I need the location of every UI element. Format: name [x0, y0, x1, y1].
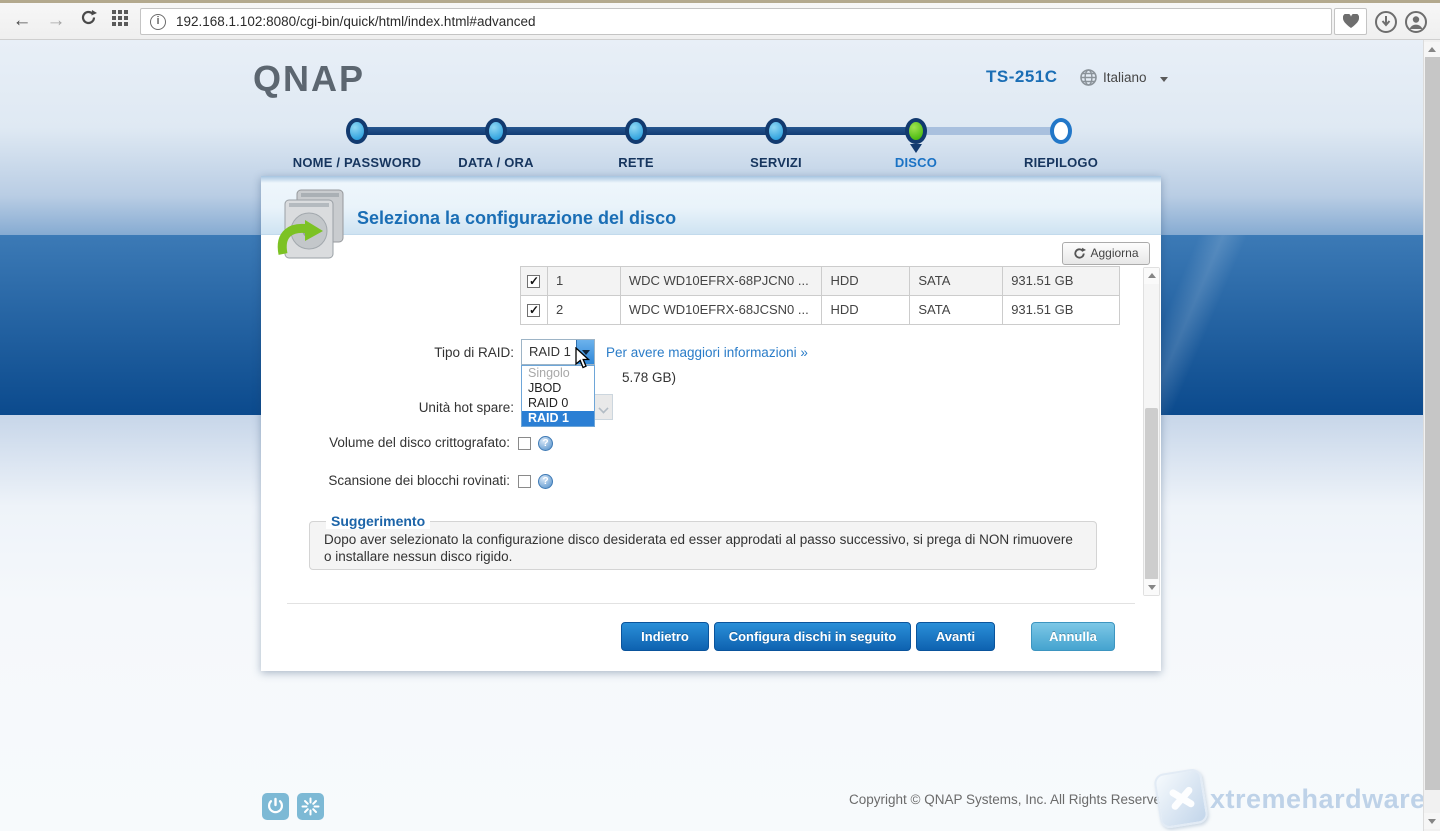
- step-label: DISCO: [894, 155, 938, 170]
- badblock-label: Scansione dei blocchi rovinati:: [328, 473, 510, 488]
- disk-checkbox[interactable]: ✓: [527, 302, 541, 317]
- disk-bus: SATA: [910, 296, 1004, 324]
- raid-option-singolo: Singolo: [528, 366, 570, 380]
- step-dot: [346, 118, 368, 144]
- refresh-icon[interactable]: [76, 9, 100, 33]
- table-row[interactable]: ✓ 2 WDC WD10EFRX-68JCSN0 ... HDD SATA 93…: [521, 296, 1121, 325]
- restart-button[interactable]: [297, 793, 324, 820]
- panel-header: [261, 176, 1161, 235]
- window-edge: [0, 0, 1440, 3]
- watermark-text: xtremehardware.com: [1210, 784, 1440, 814]
- step-dot: [765, 118, 787, 144]
- refresh-button[interactable]: Aggiorna: [1062, 242, 1150, 265]
- step-label: DATA / ORA: [458, 155, 534, 170]
- scroll-up-button[interactable]: [1424, 42, 1440, 58]
- hot-spare-label: Unità hot spare:: [418, 400, 514, 415]
- scroll-down-button[interactable]: [1424, 813, 1440, 829]
- step-label: RIEPILOGO: [1023, 155, 1099, 170]
- back-button[interactable]: Indietro: [621, 622, 709, 651]
- tip-box: Suggerimento Dopo aver selezionato la co…: [309, 513, 1097, 570]
- download-icon[interactable]: [1374, 10, 1398, 34]
- disk-number: 2: [548, 296, 621, 324]
- scroll-up-button[interactable]: [1144, 268, 1159, 284]
- page-info-icon[interactable]: i: [150, 14, 166, 30]
- forward-icon[interactable]: →: [46, 10, 66, 31]
- raid-type-value: RAID 1: [529, 344, 571, 359]
- disk-number: 1: [548, 267, 621, 295]
- step-label: NOME / PASSWORD: [292, 155, 422, 170]
- panel-divider: [287, 603, 1135, 604]
- raid-option-jbod[interactable]: JBOD: [528, 381, 562, 395]
- address-bar[interactable]: i 192.168.1.102:8080/cgi-bin/quick/html/…: [140, 8, 1332, 35]
- step-dot-current: [905, 118, 927, 144]
- disk-config-panel: Seleziona la configurazione del disco Ag…: [261, 176, 1161, 671]
- raid-option-raid1[interactable]: RAID 1: [522, 411, 594, 426]
- step-dot: [1050, 118, 1072, 144]
- disk-table: ✓ 1 WDC WD10EFRX-68PJCN0 ... HDD SATA 93…: [520, 266, 1121, 325]
- step-pointer: [910, 144, 922, 153]
- panel-scrollbar[interactable]: [1143, 267, 1160, 596]
- help-icon[interactable]: ?: [538, 436, 553, 451]
- scroll-down-button[interactable]: [1144, 579, 1159, 595]
- help-icon[interactable]: ?: [538, 474, 553, 489]
- disk-model: WDC WD10EFRX-68PJCN0 ...: [621, 267, 823, 295]
- copyright-text: Copyright © QNAP Systems, Inc. All Right…: [849, 792, 1173, 807]
- bookmark-heart-button[interactable]: [1334, 8, 1367, 35]
- check-icon: ✓: [528, 273, 539, 288]
- disk-type: HDD: [822, 296, 911, 324]
- page-scrollbar[interactable]: [1423, 40, 1440, 831]
- tip-title: Suggerimento: [326, 513, 431, 529]
- step-label: RETE: [618, 155, 654, 170]
- disk-bus: SATA: [910, 267, 1004, 295]
- qnap-logo: QNAP: [253, 58, 366, 99]
- panel-title: Seleziona la configurazione del disco: [357, 208, 677, 228]
- disk-type: HDD: [822, 267, 911, 295]
- browser-toolbar: ← → i 192.168.1.102:8080/cgi-bin/quick/h…: [0, 3, 1440, 40]
- globe-icon: [1080, 69, 1097, 91]
- scroll-thumb[interactable]: [1145, 408, 1158, 580]
- disk-size: 931.51 GB: [1003, 296, 1121, 324]
- url-text[interactable]: 192.168.1.102:8080/cgi-bin/quick/html/in…: [176, 14, 536, 29]
- capacity-text: 5.78 GB): [622, 370, 677, 385]
- cancel-button[interactable]: Annulla: [1031, 622, 1115, 651]
- next-button[interactable]: Avanti: [916, 622, 995, 651]
- steps-line-todo: [916, 127, 1062, 135]
- encrypt-checkbox[interactable]: [518, 437, 531, 450]
- raid-type-label: Tipo di RAID:: [434, 345, 514, 360]
- disk-size: 931.51 GB: [1003, 267, 1121, 295]
- apps-grid-icon[interactable]: [108, 9, 132, 33]
- chevron-down-icon: [1160, 77, 1168, 82]
- raid-option-raid0[interactable]: RAID 0: [528, 396, 569, 410]
- raid-dropdown-list[interactable]: Singolo JBOD RAID 0 RAID 1: [521, 365, 595, 427]
- model-name: TS-251C: [986, 67, 1058, 86]
- scroll-thumb[interactable]: [1425, 57, 1440, 790]
- check-icon: ✓: [528, 302, 539, 317]
- disk-checkbox[interactable]: ✓: [527, 273, 541, 288]
- tip-text: Dopo aver selezionato la configurazione …: [324, 532, 1073, 564]
- step-label: SERVIZI: [750, 155, 802, 170]
- badblock-checkbox[interactable]: [518, 475, 531, 488]
- disk-drive-icon: [275, 188, 349, 269]
- back-icon[interactable]: ←: [12, 10, 32, 31]
- profile-icon[interactable]: [1404, 10, 1428, 34]
- configure-later-button[interactable]: Configura dischi in seguito: [714, 622, 911, 651]
- step-dot: [625, 118, 647, 144]
- disk-model: WDC WD10EFRX-68JCSN0 ...: [621, 296, 823, 324]
- power-button[interactable]: [262, 793, 289, 820]
- encrypt-label: Volume del disco crittografato:: [329, 435, 510, 450]
- select-arrow-icon: [594, 395, 612, 419]
- mouse-cursor: [575, 346, 593, 376]
- step-dot: [485, 118, 507, 144]
- xtremehardware-logo: [1152, 767, 1210, 830]
- language-selector[interactable]: Italiano: [1103, 70, 1147, 85]
- refresh-label: Aggiorna: [1090, 246, 1139, 260]
- more-info-link[interactable]: Per avere maggiori informazioni »: [606, 345, 808, 360]
- table-row[interactable]: ✓ 1 WDC WD10EFRX-68PJCN0 ... HDD SATA 93…: [521, 267, 1121, 296]
